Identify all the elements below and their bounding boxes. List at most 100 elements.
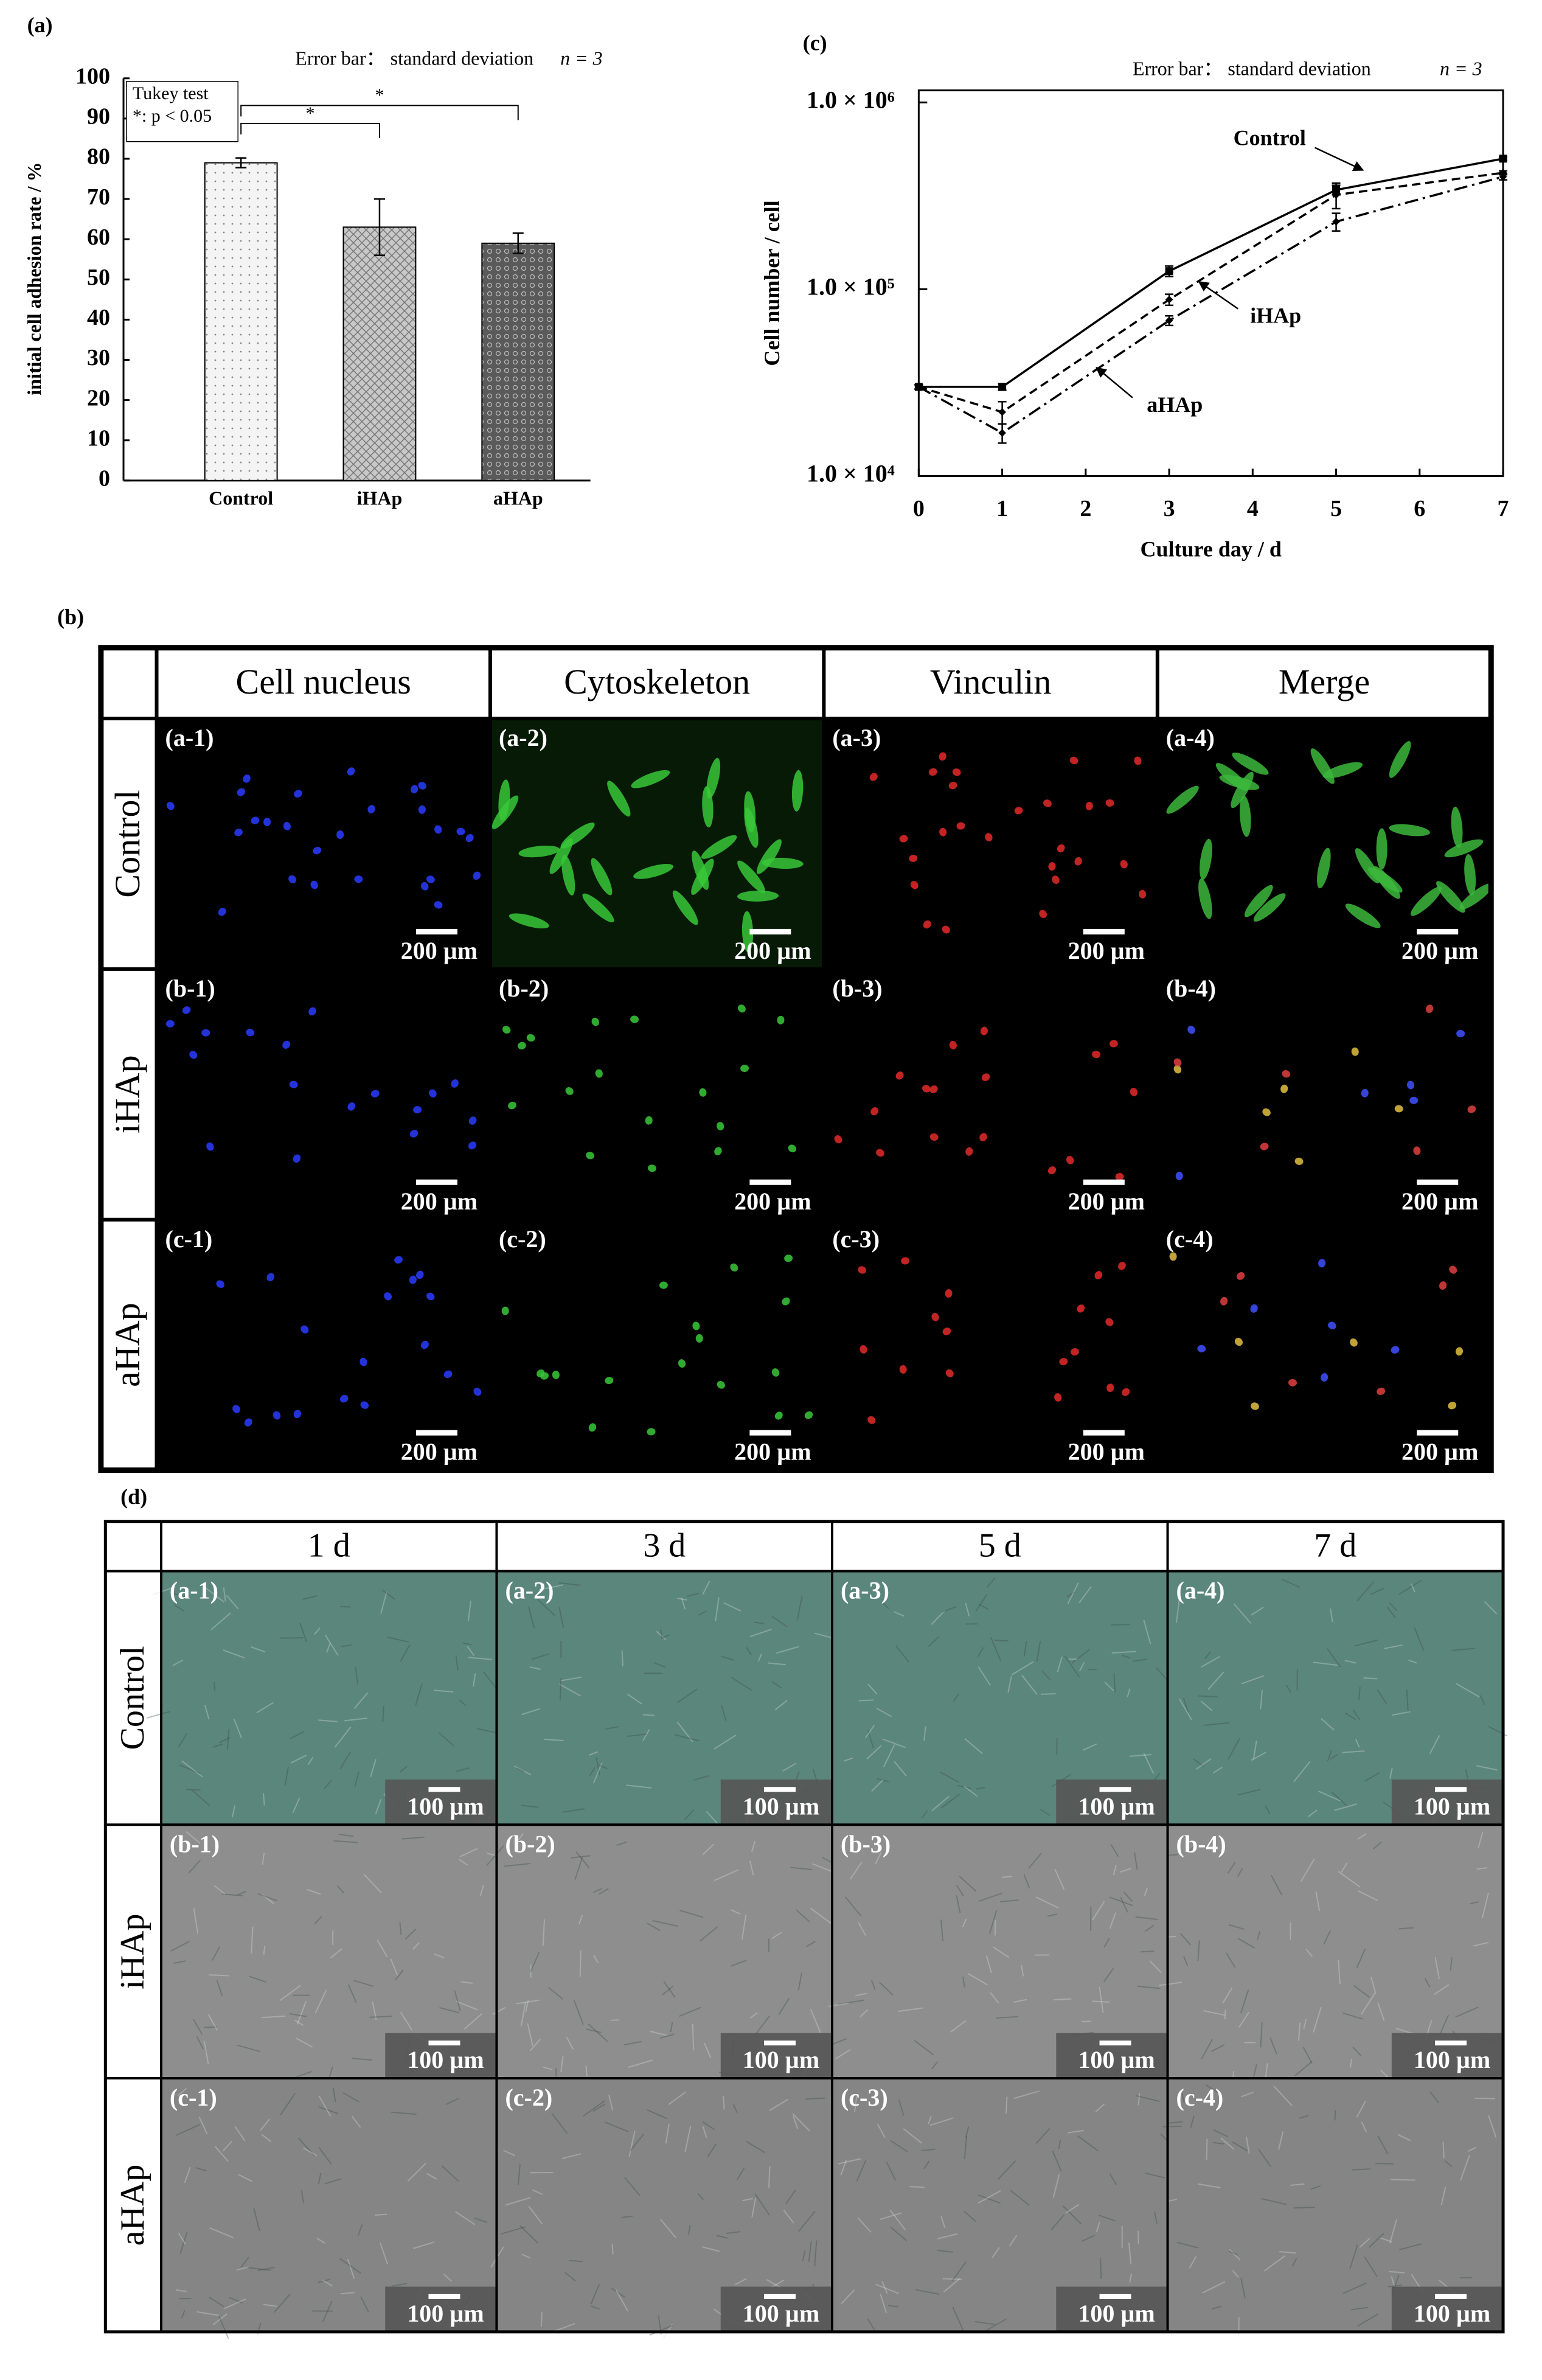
row-header: aHAp xyxy=(108,1303,147,1387)
texture xyxy=(1225,2010,1226,2020)
cell-label: (c-3) xyxy=(841,2084,888,2111)
column-header: Merge xyxy=(1279,662,1370,701)
x-tick-label: 7 xyxy=(1498,496,1509,521)
scale-bar xyxy=(1435,2294,1467,2299)
texture xyxy=(1054,1999,1071,2000)
texture xyxy=(1111,1624,1130,1625)
texture xyxy=(994,1640,1008,1641)
scale-bar xyxy=(1417,1180,1458,1185)
series-line xyxy=(919,177,1503,433)
significance-mark: * xyxy=(306,103,315,124)
cell-label: (c-4) xyxy=(1176,2084,1224,2111)
significance-bracket xyxy=(241,105,518,120)
scale-bar xyxy=(1417,1430,1458,1436)
test-name: Tukey test xyxy=(133,83,209,103)
column-header: Cytoskeleton xyxy=(564,662,750,701)
texture xyxy=(541,2312,542,2326)
column-header: Vinculin xyxy=(930,662,1052,701)
scale-bar-label: 100 µm xyxy=(1414,1792,1490,1820)
scale-bar xyxy=(1435,1787,1467,1792)
scale-bar-label: 100 µm xyxy=(743,2300,819,2327)
scale-bar-label: 200 µm xyxy=(734,1438,811,1466)
x-tick-label: 4 xyxy=(1247,496,1259,521)
cell-spot xyxy=(263,818,271,826)
scale-bar xyxy=(416,1430,457,1436)
x-tick-label: Control xyxy=(209,487,273,509)
series-label-arrow xyxy=(1097,367,1133,398)
marker xyxy=(1499,155,1507,162)
y-tick-label: 100 xyxy=(75,63,110,89)
scale-bar xyxy=(416,929,457,934)
scale-bar-label: 100 µm xyxy=(1414,2300,1490,2327)
cell-label: (a-4) xyxy=(1166,724,1215,751)
y-tick-label: 70 xyxy=(87,184,110,210)
cell-label: (a-1) xyxy=(170,1577,218,1604)
texture xyxy=(1443,2142,1444,2159)
scale-bar xyxy=(764,2041,796,2045)
error-note: Error bar： standard deviation xyxy=(295,47,533,69)
y-tick-label: 0 xyxy=(99,466,110,492)
y-tick-label: 90 xyxy=(87,104,110,130)
texture xyxy=(643,1715,655,1716)
cell-label: (a-2) xyxy=(505,1577,554,1604)
marker xyxy=(1165,267,1173,275)
significance-note: *: p < 0.05 xyxy=(133,106,212,126)
cell-label: (a-3) xyxy=(832,724,881,751)
row-header: aHAp xyxy=(114,2165,151,2246)
significance-bracket xyxy=(241,124,380,138)
y-tick-label: 40 xyxy=(87,305,110,330)
scale-bar xyxy=(1083,1180,1125,1185)
scale-bar xyxy=(1100,1787,1131,1792)
scale-bar-label: 100 µm xyxy=(1078,1792,1155,1820)
texture xyxy=(1198,1696,1218,1697)
scale-bar xyxy=(749,1180,791,1185)
scale-bar-label: 100 µm xyxy=(407,2046,484,2073)
x-axis-label: Culture day / d xyxy=(1141,537,1282,561)
bar xyxy=(344,227,416,480)
cell-label: (b-4) xyxy=(1166,975,1216,1002)
series-label-arrow xyxy=(1315,148,1363,170)
cell-label: (c-4) xyxy=(1166,1225,1214,1253)
cell-label: (b-2) xyxy=(505,1830,555,1857)
texture xyxy=(995,1920,996,1935)
cell-label: (b-3) xyxy=(832,975,882,1002)
cell-label: (c-3) xyxy=(832,1225,880,1253)
cell-label: (b-1) xyxy=(170,1830,220,1857)
series-line xyxy=(919,173,1503,412)
scale-bar-label: 100 µm xyxy=(407,1792,484,1820)
row-header: Control xyxy=(114,1646,151,1750)
plot-frame xyxy=(919,91,1503,476)
y-tick-label: 1.0 × 10⁴ xyxy=(807,460,895,487)
scale-bar xyxy=(428,2294,460,2299)
panel-label: (b) xyxy=(57,605,84,629)
texture xyxy=(1364,1678,1378,1679)
cell-label: (c-2) xyxy=(499,1225,546,1253)
y-tick-label: 80 xyxy=(87,144,110,170)
error-note: Error bar： standard deviation xyxy=(1133,58,1371,80)
panel-label: (a) xyxy=(27,13,53,37)
texture xyxy=(580,1950,581,1977)
scale-bar xyxy=(1100,2041,1131,2045)
cell-label: (a-3) xyxy=(841,1577,889,1604)
texture xyxy=(805,2098,824,2099)
cell-label: (b-1) xyxy=(165,975,215,1002)
scale-bar-label: 200 µm xyxy=(401,1188,478,1215)
y-tick-label: 60 xyxy=(87,224,110,250)
marker xyxy=(998,408,1006,416)
series-label: aHAp xyxy=(1147,392,1203,417)
scale-bar xyxy=(749,1430,791,1436)
scale-bar xyxy=(1083,929,1125,934)
scale-bar-label: 100 µm xyxy=(1078,2046,1155,2073)
marker xyxy=(998,383,1006,391)
texture xyxy=(1141,1951,1155,1952)
y-axis-label: initial cell adhesion rate / % xyxy=(23,162,45,395)
scale-bar-label: 200 µm xyxy=(1068,1438,1145,1466)
series-label: Control xyxy=(1234,126,1306,150)
y-tick-label: 1.0 × 10⁵ xyxy=(807,273,895,301)
scale-bar-label: 100 µm xyxy=(743,1792,819,1820)
texture xyxy=(1294,2207,1315,2208)
texture xyxy=(1335,2110,1336,2120)
x-tick-label: 6 xyxy=(1414,496,1425,521)
column-header: 5 d xyxy=(979,1526,1021,1564)
texture xyxy=(1100,2258,1101,2279)
